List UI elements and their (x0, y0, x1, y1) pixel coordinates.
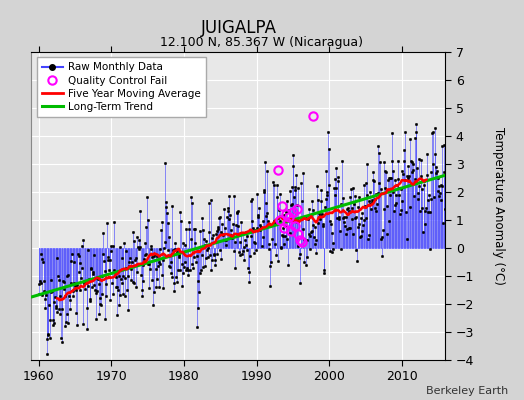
Y-axis label: Temperature Anomaly (°C): Temperature Anomaly (°C) (492, 127, 505, 285)
Text: Berkeley Earth: Berkeley Earth (426, 386, 508, 396)
Title: JUIGALPA: JUIGALPA (200, 18, 277, 36)
Legend: Raw Monthly Data, Quality Control Fail, Five Year Moving Average, Long-Term Tren: Raw Monthly Data, Quality Control Fail, … (37, 57, 206, 117)
Text: 12.100 N, 85.367 W (Nicaragua): 12.100 N, 85.367 W (Nicaragua) (160, 36, 364, 49)
